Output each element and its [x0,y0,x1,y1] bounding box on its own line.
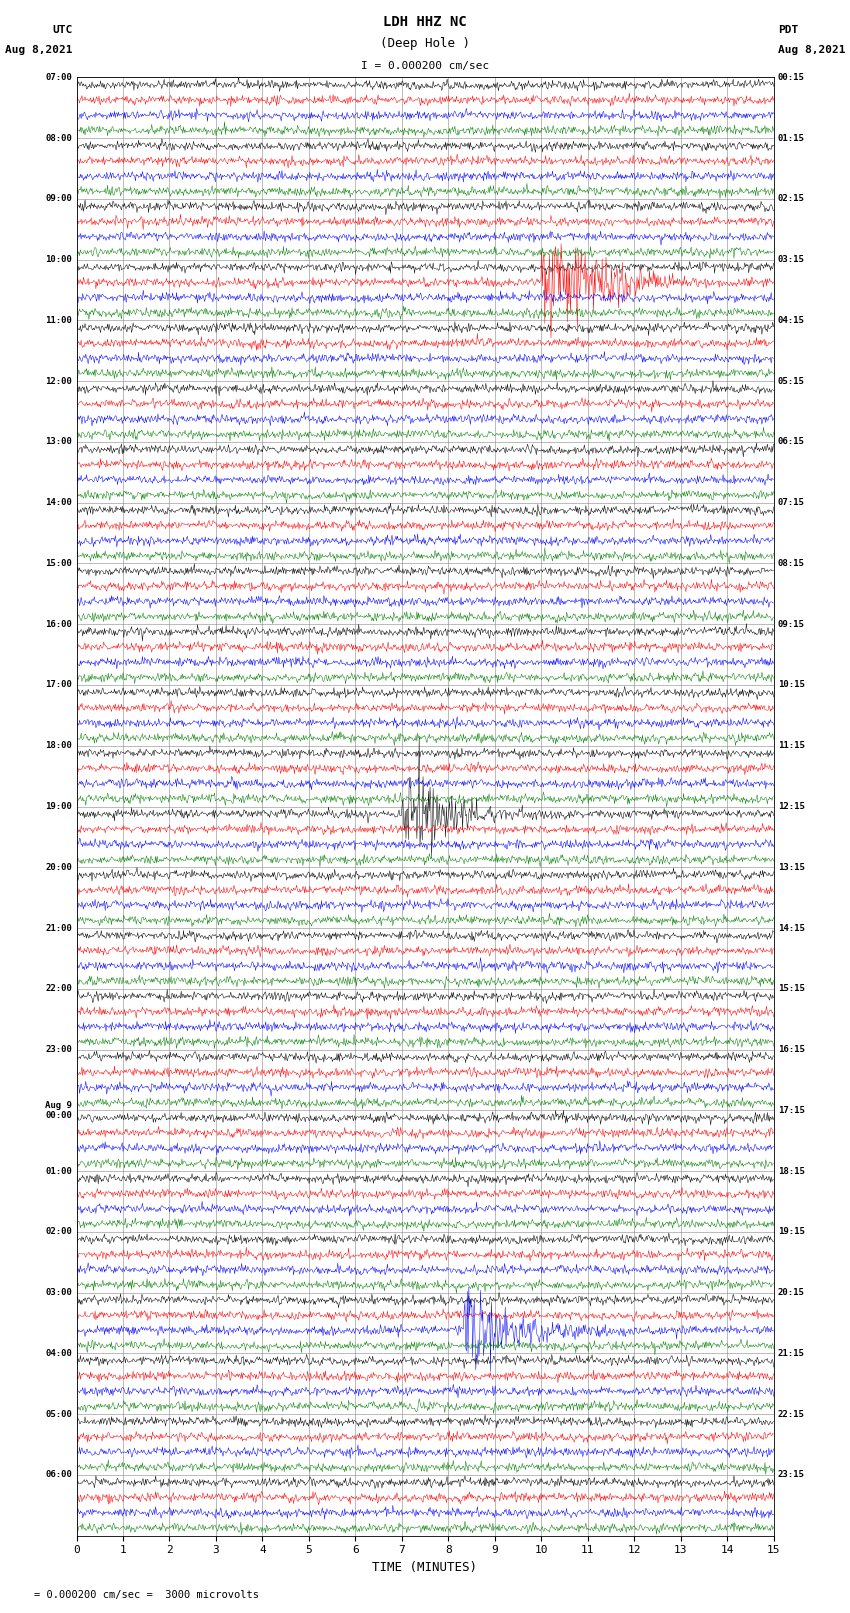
Text: 13:00: 13:00 [45,437,72,447]
Text: 17:00: 17:00 [45,681,72,689]
Text: 07:15: 07:15 [778,498,805,506]
Text: 20:15: 20:15 [778,1289,805,1297]
Text: 01:00: 01:00 [45,1166,72,1176]
Text: 10:00: 10:00 [45,255,72,265]
Text: 00:15: 00:15 [778,73,805,82]
Text: 22:00: 22:00 [45,984,72,994]
Text: 01:15: 01:15 [778,134,805,142]
Text: 08:15: 08:15 [778,560,805,568]
Text: 11:15: 11:15 [778,742,805,750]
Text: 14:15: 14:15 [778,924,805,932]
Text: 17:15: 17:15 [778,1107,805,1115]
Text: Aug 8,2021: Aug 8,2021 [5,45,72,55]
Text: 09:00: 09:00 [45,195,72,203]
Text: 13:15: 13:15 [778,863,805,871]
Text: 19:00: 19:00 [45,802,72,811]
X-axis label: TIME (MINUTES): TIME (MINUTES) [372,1561,478,1574]
Text: 10:15: 10:15 [778,681,805,689]
Text: 09:15: 09:15 [778,619,805,629]
Text: 14:00: 14:00 [45,498,72,506]
Text: Aug 9
00:00: Aug 9 00:00 [45,1100,72,1119]
Text: 12:00: 12:00 [45,377,72,386]
Text: 15:00: 15:00 [45,560,72,568]
Text: 22:15: 22:15 [778,1410,805,1418]
Text: 04:15: 04:15 [778,316,805,324]
Text: 15:15: 15:15 [778,984,805,994]
Text: 12:15: 12:15 [778,802,805,811]
Text: = 0.000200 cm/sec =  3000 microvolts: = 0.000200 cm/sec = 3000 microvolts [34,1590,259,1600]
Text: 04:00: 04:00 [45,1348,72,1358]
Text: 06:00: 06:00 [45,1471,72,1479]
Text: 21:00: 21:00 [45,924,72,932]
Text: 03:00: 03:00 [45,1289,72,1297]
Text: 06:15: 06:15 [778,437,805,447]
Text: 16:00: 16:00 [45,619,72,629]
Text: 03:15: 03:15 [778,255,805,265]
Text: UTC: UTC [52,26,72,35]
Text: 20:00: 20:00 [45,863,72,871]
Text: 11:00: 11:00 [45,316,72,324]
Text: 23:15: 23:15 [778,1471,805,1479]
Text: 18:15: 18:15 [778,1166,805,1176]
Text: 16:15: 16:15 [778,1045,805,1053]
Text: 23:00: 23:00 [45,1045,72,1053]
Text: LDH HHZ NC: LDH HHZ NC [383,15,467,29]
Text: 21:15: 21:15 [778,1348,805,1358]
Text: I = 0.000200 cm/sec: I = 0.000200 cm/sec [361,61,489,71]
Text: PDT: PDT [778,26,798,35]
Text: 02:15: 02:15 [778,195,805,203]
Text: 02:00: 02:00 [45,1227,72,1236]
Text: 07:00: 07:00 [45,73,72,82]
Text: (Deep Hole ): (Deep Hole ) [380,37,470,50]
Text: 08:00: 08:00 [45,134,72,142]
Text: Aug 8,2021: Aug 8,2021 [778,45,845,55]
Text: 18:00: 18:00 [45,742,72,750]
Text: 19:15: 19:15 [778,1227,805,1236]
Text: 05:00: 05:00 [45,1410,72,1418]
Text: 05:15: 05:15 [778,377,805,386]
